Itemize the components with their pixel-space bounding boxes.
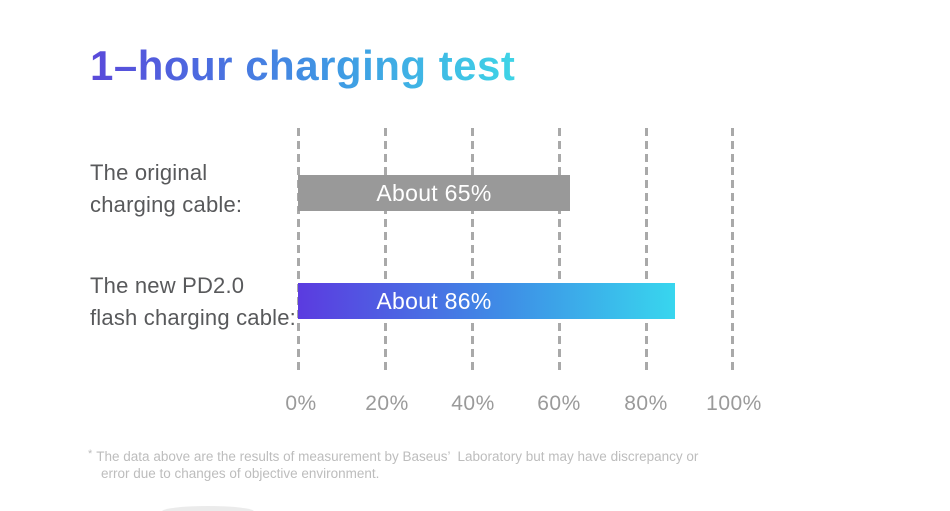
page-title: 1–hour charging test xyxy=(90,42,516,89)
category-label-line: The original xyxy=(90,160,208,185)
footnote-asterisk: * xyxy=(88,448,93,460)
x-axis-tick: 60% xyxy=(537,392,581,415)
gridline-40pct xyxy=(471,128,474,372)
category-label-line: flash charging cable: xyxy=(90,305,296,330)
footnote-line1: The data above are the results of measur… xyxy=(96,449,699,464)
cropped-product-image-edge xyxy=(162,506,254,511)
gridline-60pct xyxy=(558,128,561,372)
disclaimer-footnote: * The data above are the results of measu… xyxy=(88,446,698,482)
x-axis-tick: 100% xyxy=(706,392,762,415)
x-axis-tick: 40% xyxy=(451,392,495,415)
category-label-pd20-cable: The new PD2.0 flash charging cable: xyxy=(90,270,300,334)
x-axis-tick: 20% xyxy=(365,392,409,415)
x-axis-tick: 0% xyxy=(285,392,317,415)
category-label-line: The new PD2.0 xyxy=(90,273,245,298)
gridline-20pct xyxy=(384,128,387,372)
gridline-80pct xyxy=(645,128,648,372)
category-label-line: charging cable: xyxy=(90,192,243,217)
bar-original-cable: About 65% xyxy=(298,175,570,211)
gridline-0pct xyxy=(297,128,300,372)
bar-value-label: About 86% xyxy=(376,287,492,314)
bar-pd20-cable: About 86% xyxy=(298,283,675,319)
footnote-line2: error due to changes of objective enviro… xyxy=(101,466,380,481)
bar-value-label: About 65% xyxy=(376,179,492,206)
x-axis-tick: 80% xyxy=(624,392,668,415)
category-label-original-cable: The original charging cable: xyxy=(90,157,300,221)
gridline-100pct xyxy=(731,128,734,372)
